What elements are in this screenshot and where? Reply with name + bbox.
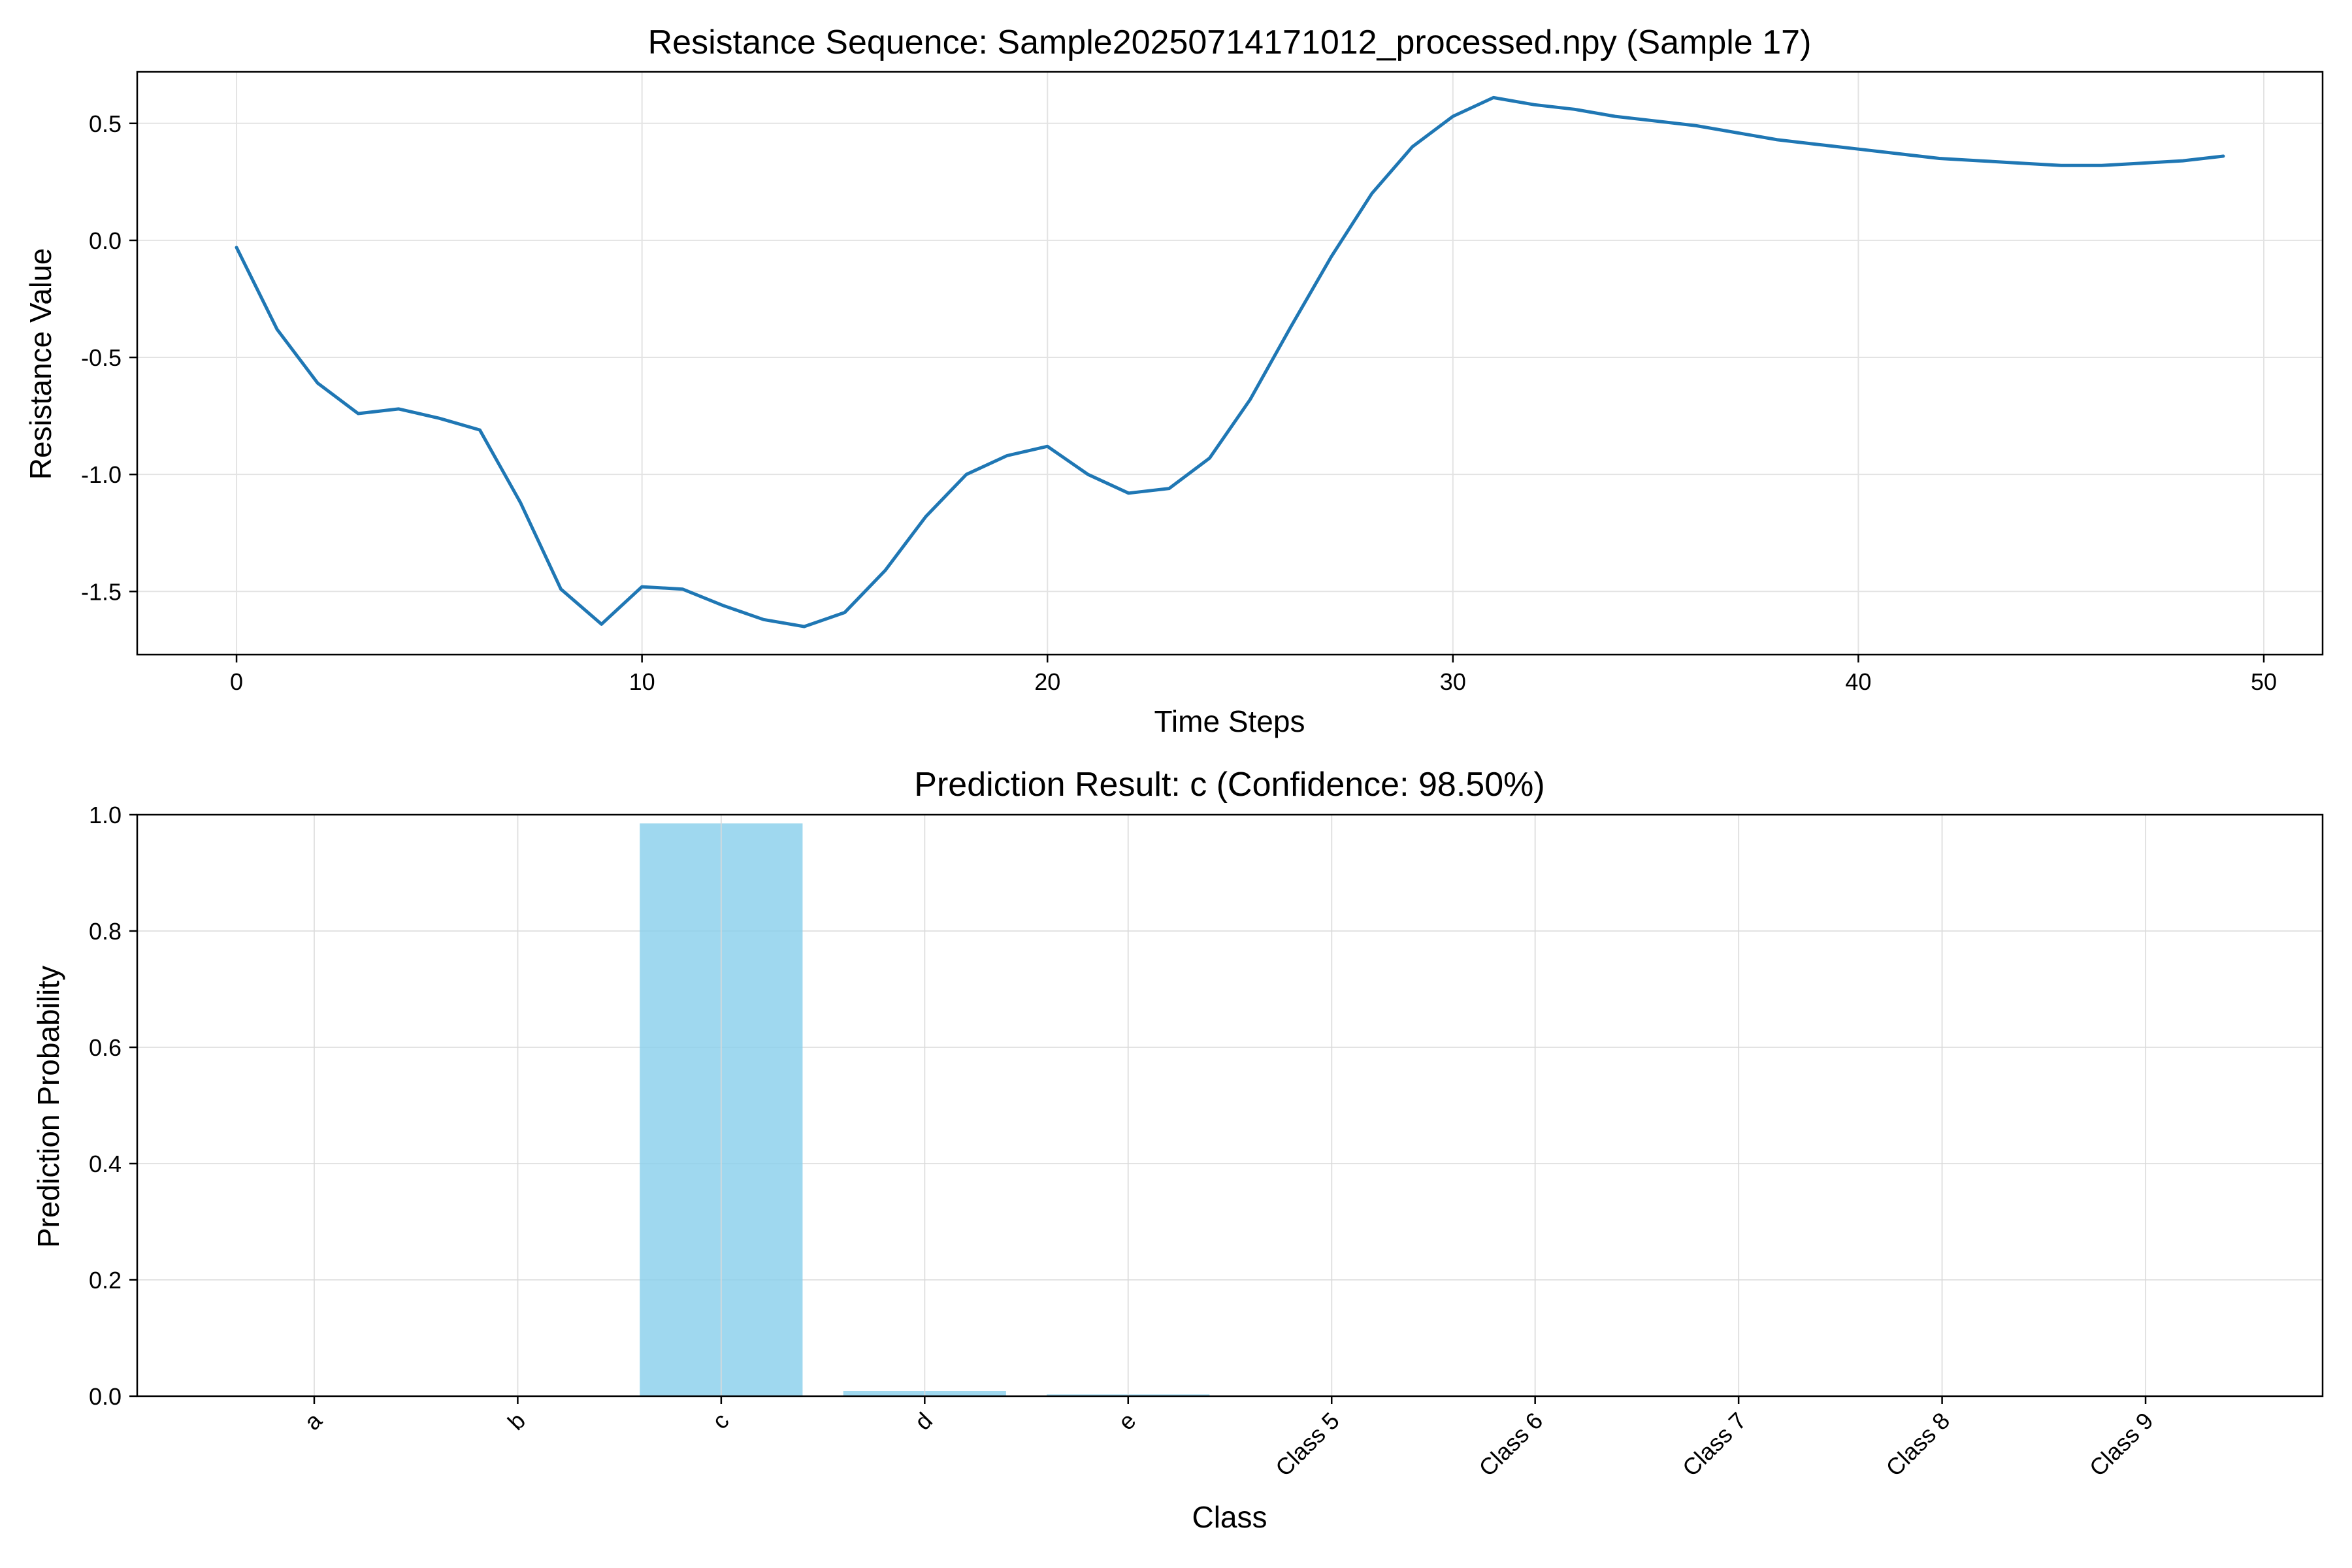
bar-chart-title: Prediction Result: c (Confidence: 98.50%…	[914, 766, 1544, 804]
bar-chart-frame	[136, 813, 2324, 1397]
y-tick-label: 0.8	[89, 918, 122, 945]
y-tick-label: 0.4	[89, 1151, 122, 1177]
y-tick-label: 0.6	[89, 1034, 122, 1061]
bar-chart-y-axis-label: Prediction Probability	[31, 966, 65, 1248]
y-tick-label: -1.0	[81, 461, 122, 488]
line-chart-grid	[137, 72, 2323, 655]
y-tick-label: 0.0	[89, 1383, 122, 1410]
line-chart-title: Resistance Sequence: Sample2025071417101…	[648, 24, 1812, 61]
x-tick-label: 50	[2251, 668, 2277, 695]
x-tick-label: 30	[1440, 668, 1466, 695]
bar-chart-vertical-grid	[313, 815, 2147, 1396]
y-tick-label: 0.0	[89, 227, 122, 254]
y-tick-label: 1.0	[89, 802, 122, 828]
line-chart: Resistance Sequence: Sample2025071417101…	[24, 24, 2324, 738]
line-chart-frame	[136, 71, 2324, 656]
y-tick-label: 0.5	[89, 110, 122, 137]
line-chart-x-ticks: 0 10 20 30 40 50	[230, 655, 2277, 695]
y-tick-label: 0.2	[89, 1267, 122, 1294]
x-tick-label: 40	[1845, 668, 1871, 695]
y-tick-label: -0.5	[81, 344, 122, 371]
line-chart-x-axis-label: Time Steps	[1154, 704, 1305, 738]
x-tick-label: 10	[629, 668, 655, 695]
y-tick-label: -1.5	[81, 578, 122, 605]
line-chart-y-axis-label: Resistance Value	[24, 248, 57, 480]
line-chart-plot	[235, 95, 2225, 629]
bar-chart-y-ticks: 0.0 0.2 0.4 0.6 0.8 1.0	[89, 802, 137, 1410]
x-tick-label: 0	[230, 668, 243, 695]
line-chart-y-ticks: 0.5 0.0 -0.5 -1.0 -1.5	[81, 110, 137, 605]
bar-chart-x-axis-label: Class	[1192, 1500, 1267, 1534]
resistance-series-line	[235, 95, 2225, 629]
x-tick-label: 20	[1034, 668, 1060, 695]
